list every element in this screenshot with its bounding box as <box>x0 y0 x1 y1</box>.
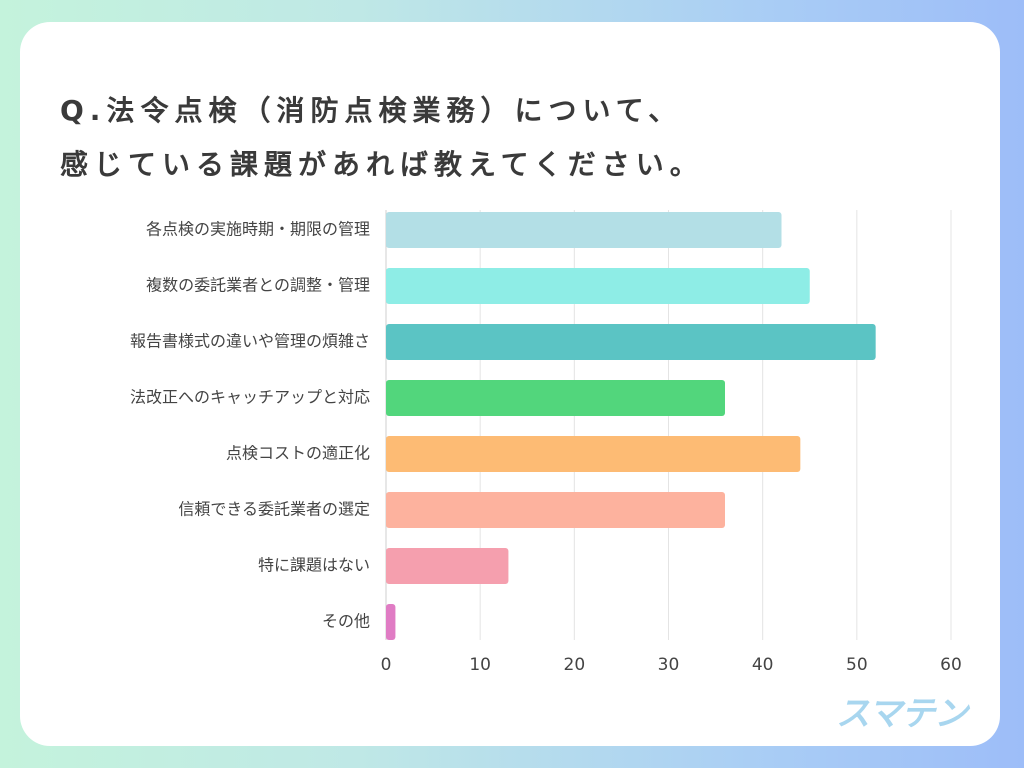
bar <box>386 548 508 584</box>
category-label: 複数の委託業者との調整・管理 <box>146 276 370 295</box>
x-tick-label: 20 <box>564 655 586 675</box>
bar <box>386 212 782 248</box>
category-label: その他 <box>322 612 370 631</box>
category-label: 法改正へのキャッチアップと対応 <box>130 388 370 407</box>
bar <box>386 380 725 416</box>
category-label: 報告書様式の違いや管理の煩雑さ <box>130 332 370 351</box>
x-tick-label: 0 <box>381 655 392 675</box>
category-label: 特に課題はない <box>258 556 370 575</box>
x-tick-label: 50 <box>846 655 868 675</box>
bar <box>386 268 810 304</box>
bar <box>386 492 725 528</box>
bar <box>386 604 395 640</box>
category-label: 各点検の実施時期・期限の管理 <box>146 220 370 239</box>
bar <box>386 324 876 360</box>
category-label: 点検コストの適正化 <box>226 444 370 463</box>
x-tick-label: 60 <box>940 655 962 675</box>
brand-logo: スマテン <box>836 686 967 735</box>
x-tick-label: 10 <box>469 655 491 675</box>
bar <box>386 436 800 472</box>
x-tick-label: 30 <box>658 655 680 675</box>
x-tick-label: 40 <box>752 655 774 675</box>
category-label: 信頼できる委託業者の選定 <box>178 500 370 519</box>
